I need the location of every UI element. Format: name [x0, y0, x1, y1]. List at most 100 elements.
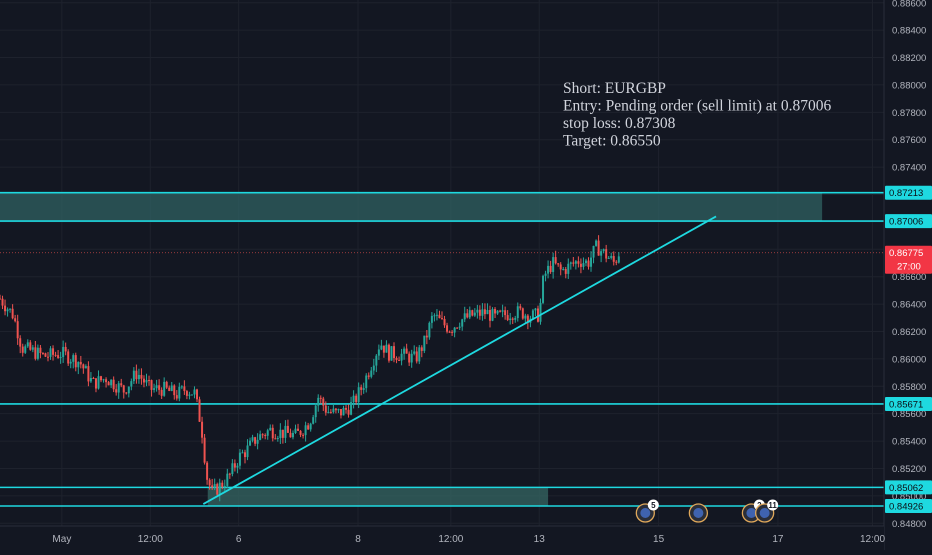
- candle: [6, 307, 9, 317]
- candle: [496, 310, 499, 315]
- level-price-label: 0.85062: [889, 483, 923, 494]
- x-tick-label: 12:00: [138, 534, 163, 545]
- candle: [327, 405, 330, 414]
- candle: [597, 235, 600, 256]
- level-labels: 0.87213 0.87006 0.85671 0.85062 0.84926 0.867…: [885, 185, 932, 514]
- economic-event-icon[interactable]: 11: [755, 499, 779, 523]
- candle: [67, 349, 70, 366]
- price-axis[interactable]: [884, 0, 932, 550]
- candle: [408, 351, 411, 366]
- candle: [486, 303, 489, 315]
- candle: [276, 435, 279, 442]
- time-axis[interactable]: [0, 526, 884, 550]
- candle: [140, 368, 143, 385]
- candle: [403, 346, 406, 360]
- candle: [617, 252, 620, 264]
- candle: [64, 342, 67, 356]
- candle: [52, 345, 55, 361]
- candle: [110, 379, 113, 389]
- event-icons: 5211: [635, 499, 779, 523]
- candle: [84, 364, 87, 369]
- candle: [211, 478, 214, 490]
- y-tick-label: 0.85400: [892, 437, 926, 448]
- candle: [46, 352, 49, 362]
- trade-note-line: Short: EURGBP: [563, 80, 666, 97]
- candle: [102, 378, 105, 383]
- candle: [254, 436, 257, 447]
- candle: [519, 303, 522, 311]
- candle: [355, 393, 358, 405]
- candle: [246, 439, 249, 461]
- candle: [309, 422, 312, 432]
- candle: [94, 378, 97, 393]
- candle: [430, 312, 433, 329]
- candle: [491, 307, 494, 322]
- candle: [299, 430, 302, 438]
- candle: [153, 383, 156, 393]
- candle: [514, 315, 517, 323]
- candle: [395, 356, 398, 364]
- candle: [238, 449, 241, 470]
- candle: [481, 303, 484, 321]
- candle: [148, 375, 151, 386]
- candle: [534, 307, 537, 317]
- economic-event-icon[interactable]: 5: [635, 499, 659, 523]
- candle: [274, 434, 277, 440]
- candle: [264, 433, 267, 440]
- candle: [435, 309, 438, 321]
- trend-layer: [202, 215, 717, 505]
- candle: [269, 424, 272, 431]
- candle: [499, 309, 502, 313]
- candle: [105, 377, 108, 388]
- demand-zone[interactable]: [207, 487, 549, 507]
- candle: [612, 251, 615, 266]
- y-tick-label: 0.88600: [892, 0, 926, 9]
- candle: [557, 263, 560, 267]
- candle: [62, 340, 65, 363]
- candle: [185, 389, 188, 400]
- candle: [165, 380, 168, 390]
- candle: [160, 387, 163, 399]
- candle: [451, 329, 454, 336]
- candle: [441, 311, 443, 320]
- y-tick-label: 0.87600: [892, 135, 926, 146]
- candle: [57, 350, 60, 359]
- candle: [271, 424, 274, 442]
- candle: [443, 315, 446, 328]
- countdown-label: 27:00: [897, 262, 921, 273]
- candle: [266, 428, 269, 440]
- candle: [329, 409, 332, 414]
- candle: [26, 339, 29, 348]
- y-tick-label: 0.85000: [892, 491, 926, 502]
- supply-zone[interactable]: [0, 192, 823, 222]
- candle: [223, 479, 226, 492]
- candle: [233, 459, 236, 472]
- candle: [228, 472, 231, 479]
- candle: [365, 373, 368, 393]
- trend-line[interactable]: [202, 215, 717, 505]
- candle: [509, 313, 512, 325]
- candle: [393, 342, 396, 363]
- candle: [107, 380, 110, 386]
- candle: [307, 422, 310, 430]
- candle: [413, 345, 416, 356]
- candle: [44, 352, 47, 358]
- candle: [564, 266, 567, 279]
- candle: [425, 329, 428, 345]
- candle: [605, 244, 608, 263]
- economic-event-icon[interactable]: [688, 503, 709, 523]
- candle: [602, 248, 605, 254]
- candle: [79, 355, 82, 369]
- level-price-label: 0.87006: [889, 217, 923, 228]
- candle: [471, 309, 474, 317]
- candle: [243, 449, 246, 464]
- candle: [339, 409, 342, 419]
- x-tick-label: 8: [355, 534, 361, 545]
- candle: [446, 322, 449, 334]
- candle: [367, 372, 370, 380]
- candle: [150, 379, 153, 397]
- candle: [428, 321, 431, 340]
- candle: [21, 343, 24, 357]
